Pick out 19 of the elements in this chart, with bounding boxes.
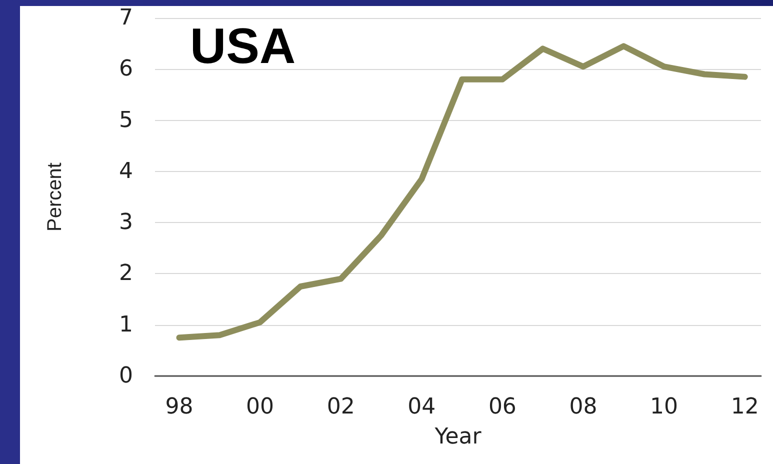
x-tick-label: 98 <box>165 394 194 420</box>
x-tick-label: 06 <box>488 394 516 420</box>
x-tick-label: 12 <box>730 394 759 420</box>
y-axis-title: Percent <box>44 162 66 232</box>
y-tick-label: 1 <box>119 312 133 338</box>
y-tick-label: 4 <box>119 158 133 184</box>
y-tick-label: 0 <box>119 364 133 388</box>
x-tick-label: 00 <box>246 394 274 420</box>
x-tick-label: 08 <box>569 394 598 420</box>
y-tick-label: 5 <box>119 108 133 133</box>
x-tick-label: 04 <box>408 394 436 420</box>
y-tick-label: 7 <box>119 6 133 30</box>
y-tick-label: 3 <box>119 210 133 236</box>
x-tick-label: 02 <box>326 394 355 420</box>
y-tick-label: 2 <box>119 261 133 286</box>
y-tick-label: 6 <box>119 56 133 82</box>
x-tick-label: 10 <box>650 394 678 420</box>
x-axis-title: Year <box>434 424 482 450</box>
chart-title: USA <box>190 18 296 74</box>
